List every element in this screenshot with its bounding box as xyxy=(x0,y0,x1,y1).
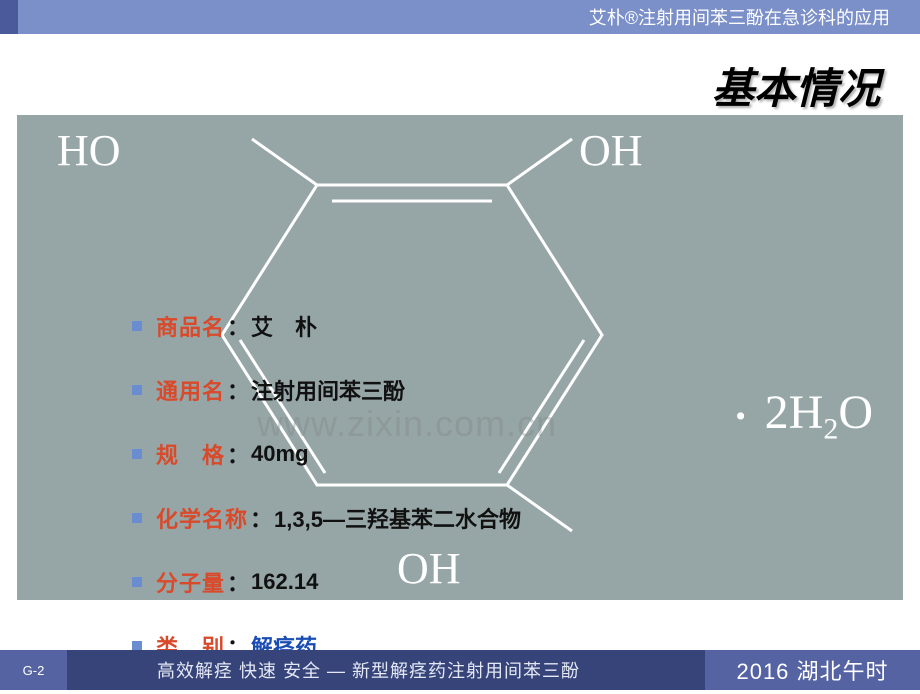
label-ho: HO xyxy=(57,126,121,175)
info-sep: ： xyxy=(227,566,249,598)
info-label: 商品名 xyxy=(156,310,225,342)
footer-brand: 2016 湖北午时 xyxy=(705,650,920,690)
info-row: 化学名称：1,3,5—三羟基苯二水合物 xyxy=(132,502,692,534)
label-oh-tr: OH xyxy=(579,126,643,175)
footer-page-num: G-2 xyxy=(0,650,67,690)
hydrate-dot: · xyxy=(731,401,751,431)
info-list: 商品名：艾 朴通用名：注射用间苯三酚规 格：40mg化学名称：1,3,5—三羟基… xyxy=(132,310,692,694)
info-value: 1,3,5—三羟基苯二水合物 xyxy=(274,502,521,534)
bullet-icon xyxy=(132,385,142,395)
info-label: 通用名 xyxy=(156,374,225,406)
molecule-diagram: HO OH OH www.zixin.com.cn · 2H2O 商品名：艾 朴… xyxy=(17,115,903,600)
info-row: 分子量：162.14 xyxy=(132,566,692,598)
header-accent xyxy=(0,0,18,34)
info-label: 分子量 xyxy=(156,566,225,598)
info-label: 化学名称 xyxy=(156,502,248,534)
info-row: 商品名：艾 朴 xyxy=(132,310,692,342)
info-sep: ： xyxy=(250,502,272,534)
info-value: 注射用间苯三酚 xyxy=(251,374,405,406)
info-row: 规 格：40mg xyxy=(132,438,692,470)
footer-bar: G-2 高效解痉 快速 安全 — 新型解痉药注射用间苯三酚 2016 湖北午时 xyxy=(0,650,920,690)
info-sep: ： xyxy=(227,374,249,406)
footer-tagline: 高效解痉 快速 安全 — 新型解痉药注射用间苯三酚 xyxy=(67,650,705,690)
slide-title: 基本情况 xyxy=(712,55,880,116)
hydrate-formula: · 2H2O xyxy=(731,385,873,447)
bullet-icon xyxy=(132,449,142,459)
bullet-icon xyxy=(132,577,142,587)
info-value: 162.14 xyxy=(251,569,318,595)
info-sep: ： xyxy=(227,310,249,342)
header-title: 艾朴®注射用间苯三酚在急诊科的应用 xyxy=(589,4,890,30)
info-value: 艾 朴 xyxy=(251,310,317,342)
info-label: 规 格 xyxy=(156,438,225,470)
info-sep: ： xyxy=(227,438,249,470)
header-bar: 艾朴®注射用间苯三酚在急诊科的应用 xyxy=(0,0,920,34)
info-value: 40mg xyxy=(251,441,308,467)
info-row: 通用名：注射用间苯三酚 xyxy=(132,374,692,406)
hydrate-text: 2H2O xyxy=(765,385,873,447)
bullet-icon xyxy=(132,513,142,523)
bullet-icon xyxy=(132,321,142,331)
